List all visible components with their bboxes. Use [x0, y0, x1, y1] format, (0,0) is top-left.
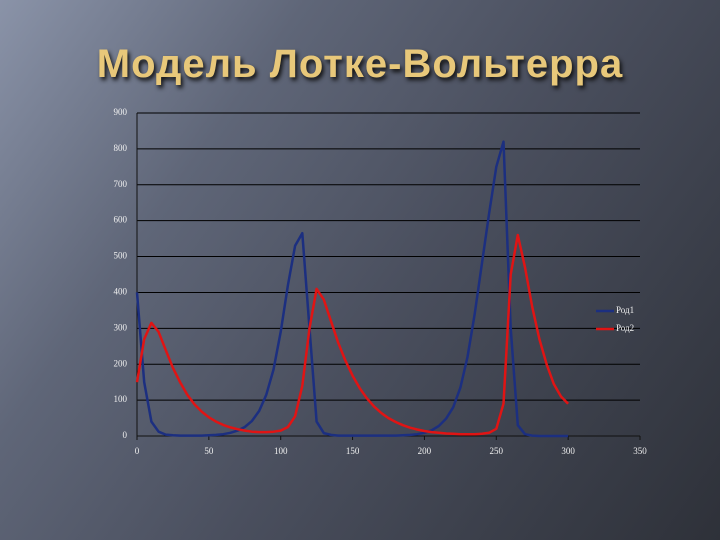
series-line	[135, 233, 569, 436]
x-tick-label: 150	[346, 446, 360, 456]
x-tick-label: 50	[204, 446, 214, 456]
y-tick-label: 700	[114, 179, 128, 189]
y-tick-label: 600	[114, 215, 128, 225]
y-tick-label: 300	[114, 322, 128, 332]
chart-title: Модель Лотке-Вольтерра	[96, 42, 624, 86]
series-line	[135, 140, 569, 438]
x-tick-label: 0	[135, 446, 140, 456]
x-tick-label: 200	[418, 446, 432, 456]
y-tick-label: 800	[114, 143, 128, 153]
x-tick-label: 250	[490, 446, 504, 456]
x-tick-label: 100	[274, 446, 288, 456]
y-tick-label: 500	[114, 251, 128, 261]
x-tick-label: 350	[633, 446, 647, 456]
y-tick-label: 100	[114, 394, 128, 404]
legend-label: Род1	[616, 305, 634, 315]
y-tick-label: 0	[123, 430, 128, 440]
legend-label: Род2	[616, 323, 634, 333]
y-tick-label: 900	[114, 107, 128, 117]
y-tick-label: 400	[114, 287, 128, 297]
y-tick-label: 200	[114, 358, 128, 368]
x-tick-label: 300	[561, 446, 575, 456]
